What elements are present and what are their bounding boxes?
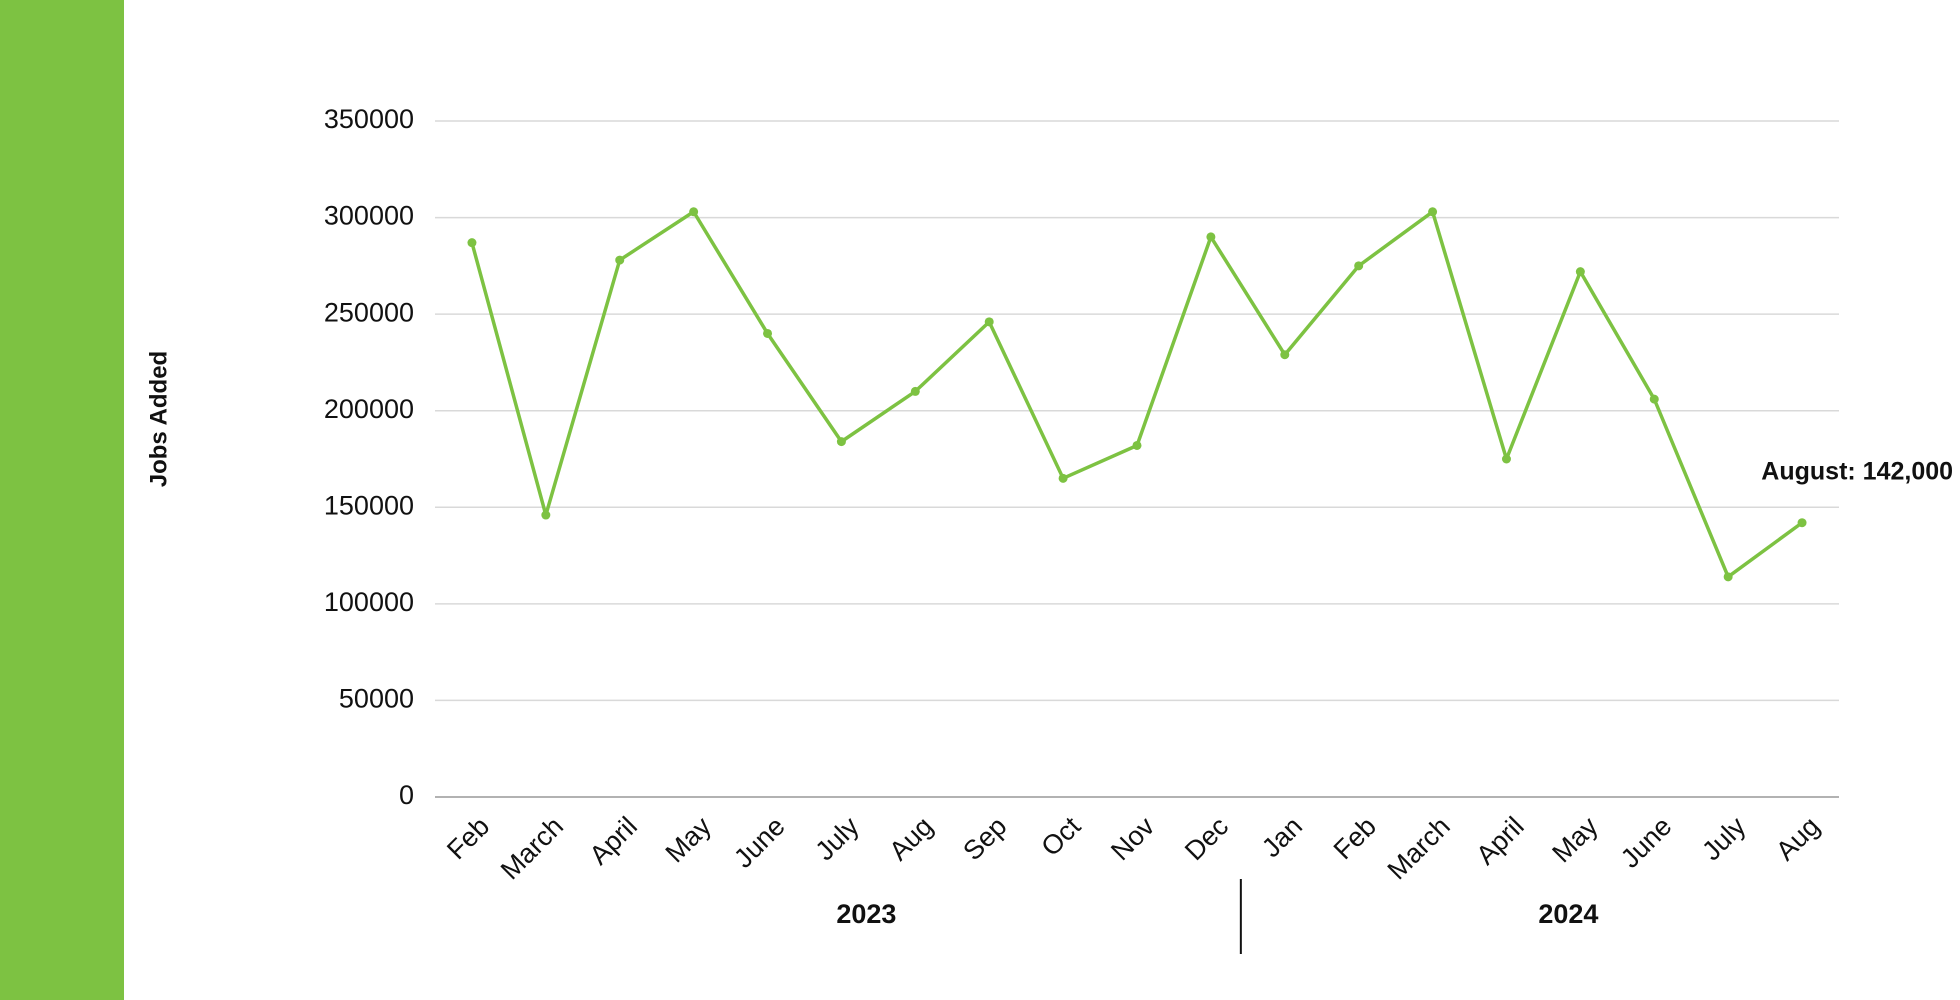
point <box>1723 572 1733 582</box>
x-tick-label: March <box>1382 811 1456 885</box>
point <box>1132 440 1142 450</box>
x-tick-label: July <box>1696 811 1752 867</box>
point <box>1501 454 1511 464</box>
point <box>689 207 699 217</box>
y-tick-label: 300000 <box>324 201 414 231</box>
x-tick-label: June <box>1615 811 1678 874</box>
x-tick-label: Feb <box>1328 811 1382 865</box>
point <box>1428 207 1438 217</box>
y-tick-label: 250000 <box>324 297 414 327</box>
y-tick-label: 350000 <box>324 104 414 134</box>
point <box>1280 350 1290 360</box>
point <box>541 510 551 520</box>
x-tick-label: Dec <box>1179 811 1234 866</box>
x-tick-label: Feb <box>441 811 495 865</box>
sidebar <box>0 0 124 1000</box>
y-tick-label: 100000 <box>324 587 414 617</box>
point <box>1797 518 1807 528</box>
x-tick-label: Sep <box>957 811 1012 866</box>
point <box>1058 473 1068 483</box>
x-tick-label: Nov <box>1105 811 1161 867</box>
group-label: 2023 <box>836 899 896 929</box>
x-tick-label: Aug <box>883 811 938 866</box>
point <box>910 386 920 396</box>
point <box>1575 267 1585 277</box>
point <box>836 437 846 447</box>
x-tick-label: March <box>495 811 569 885</box>
x-tick-label: May <box>1546 811 1604 869</box>
y-tick-label: 0 <box>399 780 414 810</box>
y-axis-title: Jobs Added <box>145 351 172 487</box>
x-tick-label: Jan <box>1256 811 1308 863</box>
y-tick-label: 50000 <box>339 684 414 714</box>
x-tick-label: June <box>728 811 791 874</box>
x-tick-label: Oct <box>1035 811 1086 862</box>
x-tick-label: July <box>810 811 866 867</box>
point <box>1206 232 1216 242</box>
y-tick-label: 200000 <box>324 394 414 424</box>
point <box>984 317 994 327</box>
x-tick-label: Aug <box>1770 811 1825 866</box>
group-label: 2024 <box>1538 899 1598 929</box>
y-tick-label: 150000 <box>324 490 414 520</box>
annotation: August: 142,000 <box>1761 457 1953 485</box>
point <box>763 328 773 338</box>
point <box>1354 261 1364 271</box>
point <box>615 255 625 265</box>
point <box>1649 394 1659 404</box>
x-tick-label: May <box>660 811 718 869</box>
line <box>470 210 1804 579</box>
x-tick-label: April <box>584 811 643 870</box>
x-tick-label: April <box>1470 811 1529 870</box>
point <box>467 238 477 248</box>
